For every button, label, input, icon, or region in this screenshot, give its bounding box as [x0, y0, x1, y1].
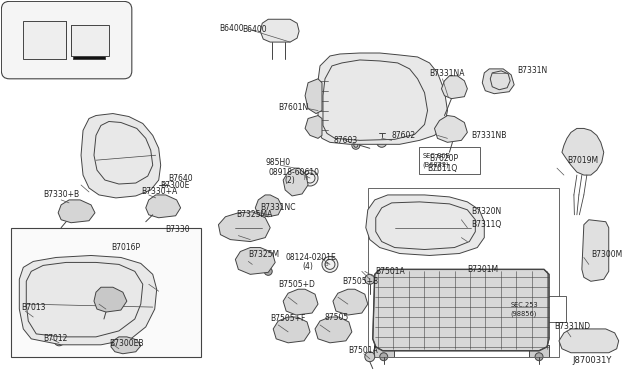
Bar [529, 345, 549, 357]
Text: 985H0: 985H0 [265, 158, 291, 167]
Polygon shape [315, 317, 352, 343]
Polygon shape [372, 269, 549, 351]
Text: 08918-60610: 08918-60610 [268, 168, 319, 177]
Circle shape [535, 353, 543, 361]
Text: 08124-0201E: 08124-0201E [285, 253, 336, 262]
Text: B7301M: B7301M [467, 265, 499, 274]
Polygon shape [19, 256, 157, 345]
Polygon shape [442, 76, 467, 99]
Polygon shape [318, 53, 447, 144]
Polygon shape [58, 200, 95, 223]
Text: B7331ND: B7331ND [554, 323, 590, 331]
Text: B7601N: B7601N [278, 103, 308, 112]
Circle shape [365, 274, 375, 284]
Text: B7505+F: B7505+F [270, 314, 305, 324]
Text: B7501A: B7501A [375, 267, 404, 276]
Text: 87505: 87505 [325, 312, 349, 321]
Polygon shape [435, 116, 467, 142]
Text: N: N [304, 176, 308, 180]
Text: B7611Q: B7611Q [428, 164, 458, 173]
Text: B7501A: B7501A [348, 346, 378, 355]
Circle shape [380, 353, 388, 361]
Text: B7300EB: B7300EB [109, 339, 143, 348]
Polygon shape [562, 128, 604, 175]
Bar [368, 188, 559, 357]
Polygon shape [236, 247, 275, 274]
Text: B7505+D: B7505+D [278, 280, 315, 289]
Polygon shape [483, 69, 514, 94]
Polygon shape [146, 195, 180, 218]
Polygon shape [305, 116, 322, 138]
Circle shape [54, 336, 64, 346]
Text: B7331NB: B7331NB [471, 131, 507, 140]
Text: 87602: 87602 [392, 131, 416, 140]
Polygon shape [218, 212, 270, 241]
Circle shape [264, 267, 272, 275]
Text: B6400: B6400 [220, 24, 244, 33]
Text: B7640: B7640 [169, 174, 193, 183]
Polygon shape [283, 168, 308, 196]
Polygon shape [333, 289, 368, 315]
Circle shape [322, 256, 338, 272]
Text: B7012: B7012 [44, 334, 68, 343]
Text: B: B [324, 262, 328, 267]
Text: B7330: B7330 [166, 225, 190, 234]
Text: (2): (2) [284, 176, 295, 185]
Text: B7320N: B7320N [471, 207, 502, 216]
Polygon shape [23, 21, 66, 59]
Text: SEC.86B: SEC.86B [422, 153, 451, 159]
Text: J870031Y: J870031Y [572, 356, 611, 365]
Text: (98856): (98856) [510, 311, 536, 317]
Text: B7331N: B7331N [517, 66, 547, 76]
Circle shape [377, 137, 387, 147]
Polygon shape [94, 287, 127, 312]
Text: B7331NC: B7331NC [260, 203, 296, 212]
Polygon shape [111, 337, 141, 354]
Polygon shape [305, 79, 322, 113]
Text: SEC.253: SEC.253 [510, 302, 538, 308]
Circle shape [103, 181, 111, 189]
Polygon shape [260, 19, 299, 42]
Text: B7016P: B7016P [111, 243, 140, 252]
Polygon shape [559, 329, 619, 353]
Polygon shape [273, 317, 310, 343]
Bar [73, 43, 105, 59]
Text: (B6842): (B6842) [422, 162, 449, 169]
Text: B6400: B6400 [243, 25, 267, 34]
Text: B7505+B: B7505+B [342, 277, 378, 286]
Text: B7300M: B7300M [591, 250, 622, 259]
Circle shape [365, 352, 375, 362]
Text: B7311Q: B7311Q [471, 220, 502, 229]
Circle shape [352, 141, 360, 149]
Text: B7325MA: B7325MA [236, 210, 273, 219]
Text: B7330+A: B7330+A [141, 187, 177, 196]
Polygon shape [81, 113, 161, 198]
Bar [12, 228, 200, 357]
Polygon shape [582, 220, 609, 281]
Polygon shape [366, 195, 484, 256]
Polygon shape [255, 195, 282, 217]
Text: (4): (4) [302, 262, 313, 271]
Text: B7330+B: B7330+B [44, 190, 79, 199]
Text: 87603: 87603 [334, 136, 358, 145]
FancyBboxPatch shape [1, 1, 132, 79]
Polygon shape [71, 25, 109, 56]
Polygon shape [283, 289, 318, 315]
Bar [374, 345, 394, 357]
Circle shape [29, 310, 37, 318]
Circle shape [302, 170, 318, 186]
FancyBboxPatch shape [506, 296, 566, 322]
FancyBboxPatch shape [419, 147, 480, 174]
Text: B7013: B7013 [21, 302, 46, 312]
Text: B7019M: B7019M [567, 156, 598, 165]
Text: B7331NA: B7331NA [429, 69, 465, 78]
Text: B7325M: B7325M [248, 250, 280, 259]
Text: B7300E: B7300E [161, 180, 190, 189]
Text: B7620P: B7620P [429, 154, 459, 163]
